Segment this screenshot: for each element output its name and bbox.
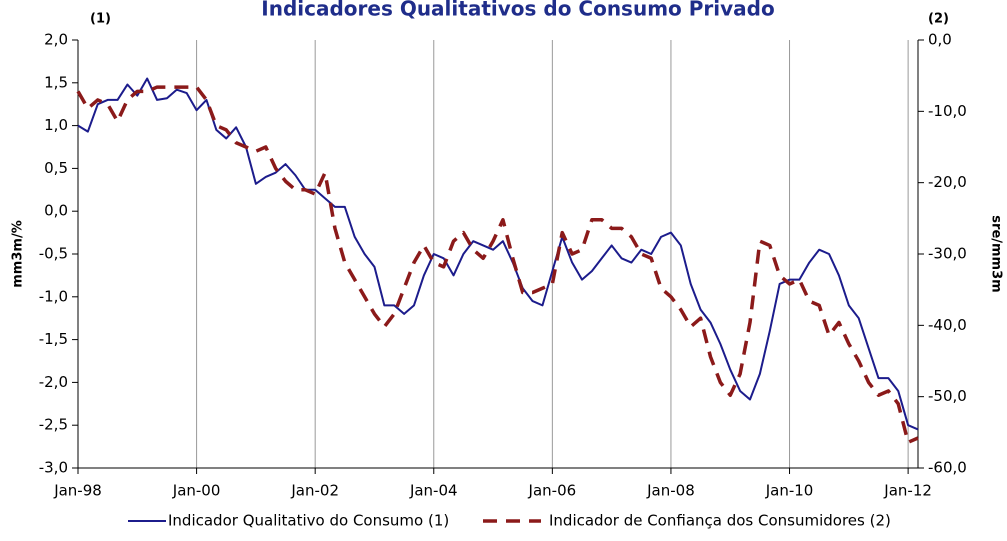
x-tick-label: Jan-06	[528, 482, 577, 500]
x-tick-label: Jan-08	[646, 482, 695, 500]
y-axis-label: mm3m/%	[11, 220, 26, 287]
y-tick-label: -1,0	[39, 287, 68, 305]
y2-tick-label: -20,0	[928, 173, 967, 191]
x-tick-label: Jan-02	[290, 482, 339, 500]
annotation: (2)	[928, 12, 949, 27]
series-line	[77, 77, 919, 431]
y-tick-label: 1,5	[44, 73, 68, 91]
legend-label: Indicador de Confiança dos Consumidores …	[549, 512, 891, 530]
y-tick-label: 1,0	[44, 116, 68, 134]
x-tick-label: Jan-04	[409, 482, 458, 500]
x-tick-label: Jan-98	[53, 482, 102, 500]
y2-tick-label: 0,0	[928, 31, 952, 49]
y2-tick-label: -30,0	[928, 245, 967, 263]
y2-tick-label: -60,0	[928, 459, 967, 477]
x-tick-label: Jan-10	[765, 482, 814, 500]
y-tick-label: -2,0	[39, 373, 68, 391]
y2-tick-label: -50,0	[928, 387, 967, 405]
y-tick-label: -2,5	[39, 416, 68, 434]
legend-label: Indicador Qualitativo do Consumo (1)	[168, 512, 449, 530]
y-tick-label: 0,0	[44, 202, 68, 220]
y-tick-label: -0,5	[39, 245, 68, 263]
x-tick-label: Jan-12	[883, 482, 932, 500]
chart-title: Indicadores Qualitativos do Consumo Priv…	[261, 0, 774, 21]
y2-tick-label: -40,0	[928, 316, 967, 334]
series-line	[76, 85, 919, 445]
x-tick-label: Jan-00	[172, 482, 221, 500]
annotation: (1)	[90, 12, 111, 27]
y-tick-label: 0,5	[44, 159, 68, 177]
y2-tick-label: -10,0	[928, 102, 967, 120]
y-tick-label: -1,5	[39, 330, 68, 348]
y2-axis-label: sre/mm3m	[989, 215, 1004, 292]
y-tick-label: -3,0	[39, 459, 68, 477]
y-tick-label: 2,0	[44, 31, 68, 49]
